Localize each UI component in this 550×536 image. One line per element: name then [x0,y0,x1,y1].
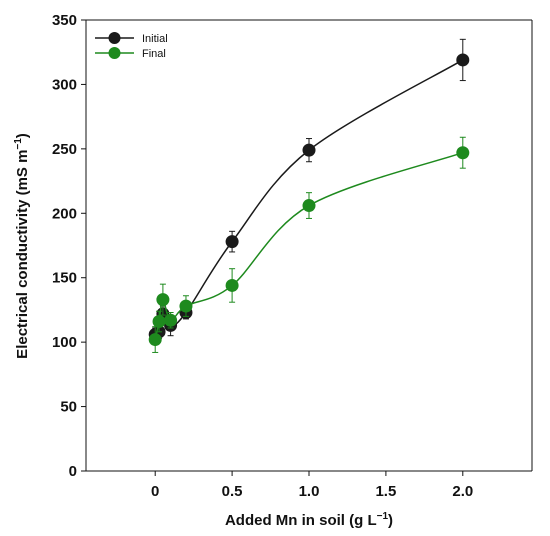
y-ticks: 0 50 100 150 200 250 300 350 [52,12,86,480]
data-point [302,199,316,213]
x-tick-label: 0.5 [222,483,243,500]
data-point [302,143,316,157]
data-point [225,235,239,249]
y-axis-title: Electrical conductivity (mS m−1) [13,133,31,359]
x-axis-title-main: Added Mn in soil (g L [225,512,377,529]
y-axis-title-tail: ) [14,133,31,138]
data-point [179,299,193,313]
x-axis-title: Added Mn in soil (g L−1) [225,511,393,529]
data-point [164,313,178,327]
x-tick-label: 2.0 [452,483,473,500]
legend-initial-marker [108,32,121,44]
legend-final-marker [108,47,121,59]
x-tick-label: 1.5 [375,483,396,500]
y-tick-label: 50 [60,399,77,416]
x-axis-title-sup: −1 [377,511,389,522]
y-tick-label: 300 [52,76,77,93]
series-layer [148,38,470,353]
data-point [456,146,470,160]
y-axis-title-sup: −1 [13,138,24,150]
legend: Initial Final [95,32,168,60]
y-tick-label: 150 [52,270,77,287]
x-axis-title-tail: ) [388,512,393,529]
data-point [148,333,162,347]
y-axis-title-main: Electrical conductivity (mS m [14,150,31,359]
y-tick-label: 100 [52,334,77,351]
data-point [456,53,470,67]
series-final [148,136,470,353]
x-tick-label: 1.0 [299,483,320,500]
legend-final-label: Final [142,48,166,60]
data-point [156,293,170,307]
y-tick-label: 200 [52,205,77,222]
legend-initial-label: Initial [142,33,168,45]
y-tick-label: 250 [52,141,77,158]
y-tick-label: 350 [52,12,77,29]
x-tick-label: 0 [151,483,159,500]
y-tick-label: 0 [69,463,77,480]
data-point [225,278,239,292]
data-point [152,315,166,329]
x-ticks: 0 0.5 1.0 1.5 2.0 [151,471,473,500]
